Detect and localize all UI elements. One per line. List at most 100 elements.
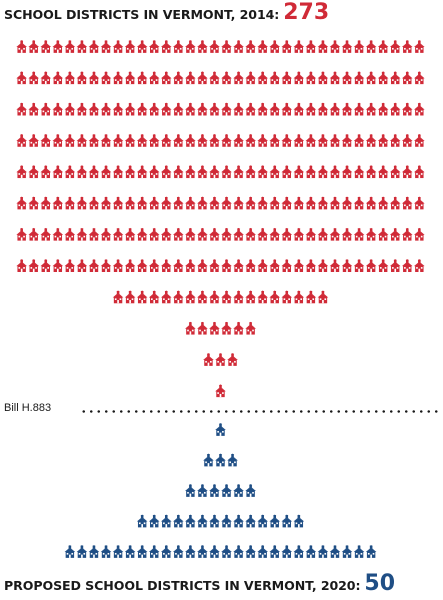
- district-2014-icon: [100, 259, 112, 273]
- district-2014-icon: [353, 40, 365, 53]
- district-2014-icon: [233, 321, 244, 335]
- district-2014-icon: [341, 102, 353, 116]
- district-2014-icon: [100, 165, 112, 179]
- district-2014-icon: [233, 71, 244, 85]
- district-2014-icon: [317, 71, 329, 85]
- district-2014-icon: [136, 290, 148, 304]
- district-2014-icon: [185, 102, 196, 116]
- bill-label: Bill H.883: [4, 402, 52, 414]
- district-2014-icon: [173, 102, 184, 116]
- district-2014-icon: [64, 196, 76, 210]
- top-title-value: 273: [283, 0, 330, 25]
- district-2014-icon: [173, 196, 184, 210]
- district-2014-icon: [245, 196, 256, 210]
- district-2014-icon: [209, 165, 220, 179]
- district-2014-icon: [112, 290, 124, 304]
- district-2014-icon: [269, 196, 281, 210]
- district-2014-icon: [245, 71, 256, 85]
- district-2014-icon: [16, 102, 27, 116]
- district-2014-icon: [64, 102, 76, 116]
- district-2014-icon: [353, 259, 365, 273]
- district-2014-icon: [112, 259, 124, 273]
- district-2014-icon: [28, 102, 40, 116]
- district-2014-icon: [64, 227, 76, 241]
- district-2014-icon: [160, 165, 172, 179]
- district-2014-icon: [329, 196, 341, 210]
- district-2014-icon: [52, 165, 64, 179]
- district-2014-icon: [112, 165, 124, 179]
- district-2020-icon: [197, 514, 208, 528]
- district-2014-icon: [173, 290, 184, 304]
- district-2014-icon: [112, 102, 124, 116]
- district-2014-icon: [353, 133, 365, 147]
- district-2020-icon: [148, 545, 160, 558]
- district-2014-icon: [209, 259, 220, 273]
- district-2014-icon: [100, 196, 112, 210]
- district-2014-icon: [353, 196, 365, 210]
- district-2014-icon: [329, 40, 341, 53]
- district-2014-icon: [16, 196, 27, 210]
- district-2014-icon: [124, 259, 136, 273]
- district-2014-icon: [209, 71, 220, 85]
- district-2014-icon: [233, 102, 244, 116]
- district-2014-icon: [341, 196, 353, 210]
- district-2014-icon: [209, 102, 220, 116]
- district-2014-icon: [124, 290, 136, 304]
- district-2014-icon: [28, 40, 40, 53]
- district-2020-icon: [76, 545, 88, 558]
- district-2014-icon: [329, 165, 341, 179]
- district-2014-icon: [365, 133, 377, 147]
- district-2014-icon: [124, 196, 136, 210]
- district-2014-icon: [124, 165, 136, 179]
- district-2014-icon: [389, 165, 401, 179]
- district-2014-icon: [16, 165, 27, 179]
- district-2014-icon: [40, 102, 52, 116]
- district-2020-icon: [160, 514, 172, 528]
- district-2014-icon: [414, 40, 425, 53]
- district-2014-icon: [88, 102, 100, 116]
- district-2014-icon: [353, 102, 365, 116]
- district-2014-icon: [305, 71, 317, 85]
- district-2014-icon: [401, 227, 413, 241]
- district-2014-icon: [414, 102, 425, 116]
- district-2014-icon: [269, 259, 281, 273]
- district-2014-icon: [76, 40, 88, 53]
- district-2020-icon: [293, 545, 305, 558]
- district-2014-icon: [40, 133, 52, 147]
- district-2014-icon: [281, 165, 293, 179]
- district-2014-icon: [185, 321, 196, 335]
- district-2014-icon: [136, 196, 148, 210]
- district-2014-icon: [112, 133, 124, 147]
- district-2014-icon: [76, 102, 88, 116]
- district-2014-icon: [341, 71, 353, 85]
- district-2014-icon: [197, 102, 208, 116]
- district-2014-icon: [233, 196, 244, 210]
- district-2014-icon: [185, 71, 196, 85]
- district-2014-icon: [341, 40, 353, 53]
- district-2014-icon: [173, 259, 184, 273]
- district-2014-icon: [401, 40, 413, 53]
- district-2014-icon: [389, 196, 401, 210]
- district-2014-icon: [293, 165, 305, 179]
- district-2014-icon: [197, 133, 208, 147]
- district-2014-icon: [317, 133, 329, 147]
- district-2020-icon: [257, 545, 268, 558]
- top-title-label: SCHOOL DISTRICTS IN VERMONT, 2014:: [4, 7, 280, 22]
- district-2020-icon: [305, 545, 317, 558]
- district-2014-icon: [257, 102, 268, 116]
- district-2020-icon: [257, 514, 268, 528]
- district-2014-icon: [112, 40, 124, 53]
- district-2020-icon: [185, 484, 196, 497]
- district-2014-icon: [245, 259, 256, 273]
- district-2014-icon: [293, 259, 305, 273]
- district-2014-icon: [353, 165, 365, 179]
- district-2014-icon: [317, 290, 329, 304]
- district-2014-icon: [353, 227, 365, 241]
- district-2014-icon: [377, 40, 389, 53]
- district-2014-icon: [160, 40, 172, 53]
- district-2014-icon: [64, 133, 76, 147]
- district-2014-icon: [317, 227, 329, 241]
- district-2014-icon: [28, 227, 40, 241]
- district-2014-icon: [377, 227, 389, 241]
- district-2014-icon: [76, 165, 88, 179]
